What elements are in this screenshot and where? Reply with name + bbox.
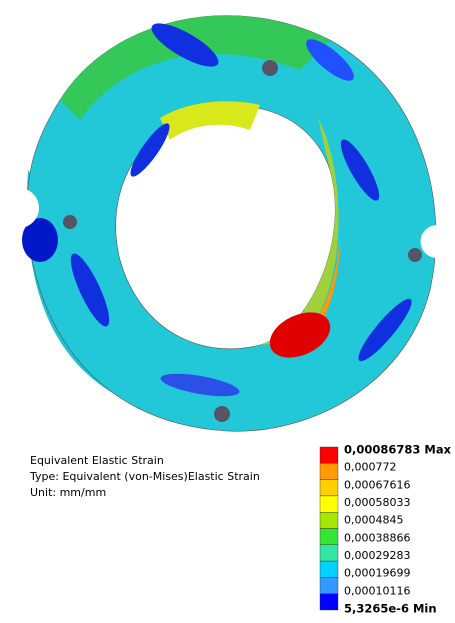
low-zone [306, 39, 354, 81]
legend-label: 0,00058033 [344, 496, 410, 509]
legend-swatch [319, 463, 339, 480]
legend-swatch [319, 446, 339, 464]
bolt-hole [214, 406, 230, 422]
notch [18, 187, 40, 228]
low-zone [70, 253, 110, 327]
bolt-hole [63, 215, 77, 229]
low-zone [358, 298, 412, 362]
legend-swatch [319, 495, 339, 513]
legend-label: 0,00086783 Max [344, 443, 452, 457]
legend-label: 0,00010116 [344, 584, 410, 597]
outer-band [60, 15, 330, 120]
legend-swatch [319, 528, 339, 545]
low-zone [22, 218, 58, 262]
result-unit: Unit: mm/mm [30, 486, 106, 499]
max-zone [269, 312, 331, 358]
bore-top [160, 101, 260, 140]
legend-label: 0,000772 [344, 461, 397, 474]
bolt-hole [408, 248, 422, 262]
low-zone [340, 139, 380, 201]
legend-swatch [319, 544, 339, 562]
legend-label: 0,0004845 [344, 514, 404, 527]
notch [420, 225, 437, 258]
legend-label: 0,00019699 [344, 567, 410, 580]
result-title: Equivalent Elastic Strain [30, 454, 164, 467]
legend: 0,00086783 Max 0,000772 0,00067616 0,000580… [319, 443, 452, 616]
ring-model [18, 15, 437, 432]
legend-swatch [319, 593, 339, 611]
legend-swatch [319, 560, 339, 578]
bore-wall [260, 118, 339, 345]
legend-label: 0,00067616 [344, 478, 410, 491]
low-zone [151, 23, 219, 67]
legend-label: 5,3265e-6 Min [344, 602, 437, 616]
legend-swatch [319, 479, 339, 497]
low-zone [130, 123, 170, 177]
legend-label: 0,00029283 [344, 549, 410, 562]
legend-label: 0,00038866 [344, 531, 410, 544]
result-type: Type: Equivalent (von-Mises)Elastic Stra… [29, 470, 260, 483]
legend-swatch [319, 512, 339, 529]
low-zone [160, 373, 240, 397]
legend-swatch [319, 577, 339, 594]
bolt-hole [262, 60, 278, 76]
